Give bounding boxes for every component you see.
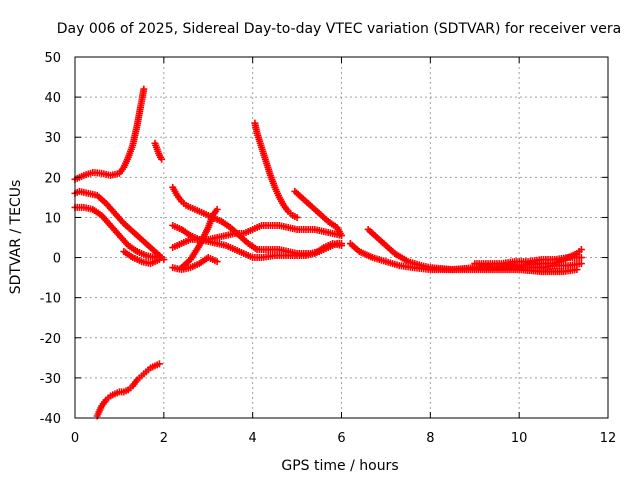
series-track-3 — [71, 187, 168, 264]
data-layer — [71, 85, 585, 420]
series-track-2 — [151, 139, 166, 163]
series-track-1 — [71, 85, 148, 183]
series-track-10 — [169, 254, 221, 274]
y-tick-label: -40 — [40, 412, 61, 427]
series-track-16 — [471, 254, 585, 268]
series-track-11 — [178, 205, 221, 272]
x-tick-label: 4 — [249, 431, 257, 446]
series-track-17 — [471, 260, 585, 272]
y-tick-label: -10 — [40, 292, 61, 307]
data-point — [155, 360, 163, 368]
data-point — [577, 254, 585, 262]
y-tick-label: -20 — [40, 332, 61, 347]
series-track-13 — [291, 187, 345, 239]
chart-title: Day 006 of 2025, Sidereal Day-to-day VTE… — [57, 21, 621, 37]
x-tick-label: 2 — [160, 431, 168, 446]
data-point — [213, 205, 221, 213]
data-point — [338, 242, 345, 250]
series-track-6 — [93, 360, 163, 420]
y-tick-label: -30 — [40, 372, 61, 387]
y-tick-label: 50 — [44, 51, 61, 66]
data-point — [158, 155, 166, 163]
x-tick-label: 6 — [337, 431, 345, 446]
x-axis-label: GPS time / hours — [281, 458, 398, 474]
y-tick-label: 10 — [44, 211, 61, 226]
series-track-5 — [120, 248, 163, 268]
x-tick-label: 10 — [511, 431, 528, 446]
series-track-12 — [251, 119, 301, 221]
y-tick-label: 20 — [44, 171, 61, 186]
y-tick-label: 40 — [44, 91, 61, 106]
data-point — [155, 256, 163, 264]
x-tick-label: 0 — [71, 431, 79, 446]
x-tick-label: 12 — [600, 431, 617, 446]
series-track-8 — [169, 221, 345, 262]
series-track-7 — [169, 183, 345, 258]
grid — [75, 57, 608, 418]
y-tick-label: 30 — [44, 131, 61, 146]
data-point — [140, 85, 148, 93]
y-axis-label: SDTVAR / TECUs — [8, 180, 24, 295]
data-point — [213, 258, 221, 266]
data-point — [577, 260, 585, 268]
x-tick-label: 8 — [426, 431, 434, 446]
ticks: 0 2 4 6 8 10 12 -40 -30 -20 -10 0 10 20 30 40 50 — [40, 51, 617, 446]
data-point — [293, 213, 301, 221]
y-tick-label: 0 — [53, 252, 61, 267]
data-point — [577, 246, 585, 254]
data-point — [338, 231, 345, 239]
